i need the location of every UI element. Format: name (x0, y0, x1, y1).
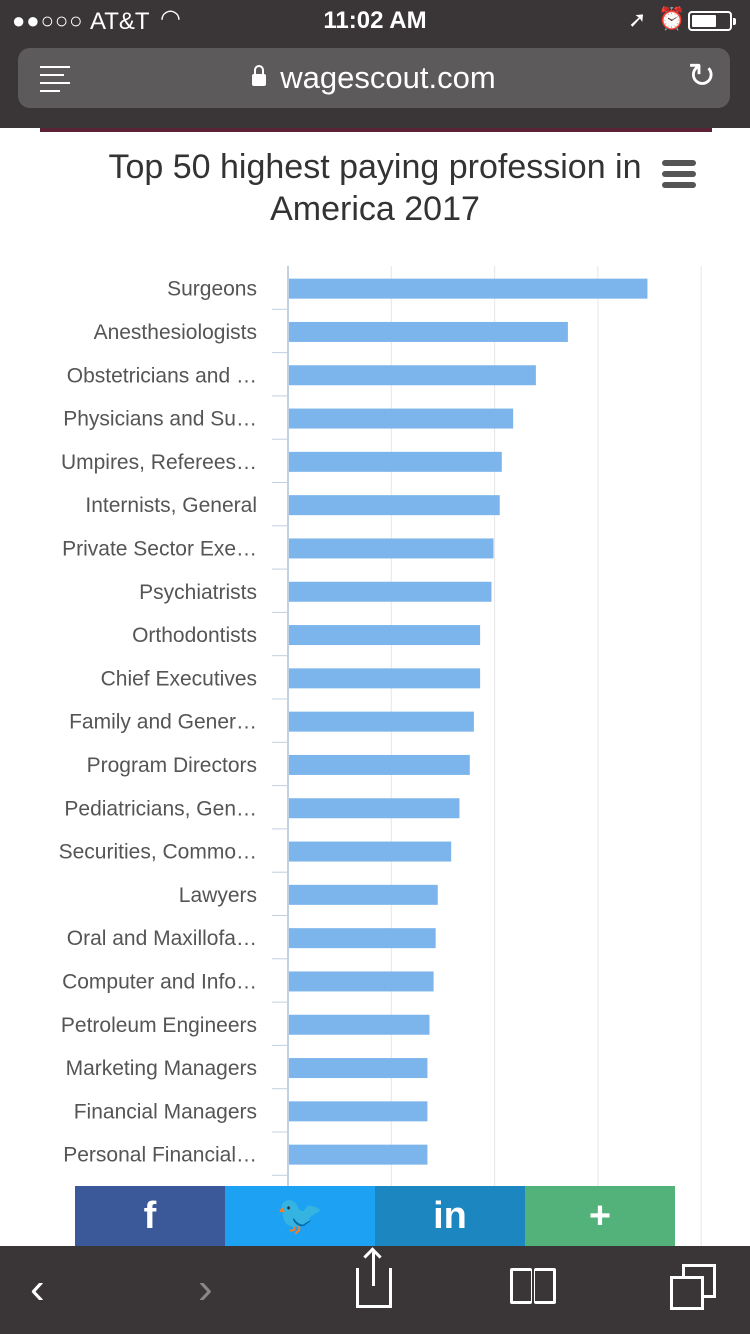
bar[interactable] (289, 884, 438, 905)
category-label: Personal Financial… (63, 1144, 257, 1167)
category-label: Obstetricians and … (67, 364, 257, 387)
more-share-button[interactable]: + (525, 1186, 675, 1246)
site-header-strip (40, 128, 712, 132)
bar[interactable] (289, 841, 452, 862)
address-bar[interactable]: wagescout.com ↻ (18, 48, 730, 108)
lock-icon (252, 65, 267, 86)
category-label: Program Directors (87, 754, 257, 777)
category-label: Pediatricians, Gen… (64, 797, 257, 820)
category-label: Lawyers (179, 884, 257, 907)
url-field[interactable]: wagescout.com (18, 60, 730, 96)
status-bar: ●●○○○ AT&T ◠ 11:02 AM ➚ ⏰ (0, 0, 750, 40)
bar[interactable] (289, 321, 568, 342)
category-label: Anesthesiologists (94, 321, 257, 344)
bar[interactable] (289, 1058, 428, 1079)
status-time: 11:02 AM (323, 7, 427, 34)
bar[interactable] (289, 711, 474, 732)
bar[interactable] (289, 1014, 430, 1035)
bar[interactable] (289, 1144, 428, 1165)
carrier-name: AT&T (90, 8, 150, 35)
signal-strength: ●●○○○ (12, 8, 84, 33)
category-label: Physicians and Su… (63, 408, 257, 431)
category-label: Marketing Managers (66, 1057, 257, 1080)
bar[interactable] (289, 798, 460, 819)
browser-chrome: ●●○○○ AT&T ◠ 11:02 AM ➚ ⏰ wagescout.com … (0, 0, 750, 128)
forward-button[interactable]: › (198, 1264, 213, 1313)
battery-icon (688, 11, 736, 31)
bar[interactable] (289, 451, 502, 472)
share-icon[interactable] (356, 1252, 392, 1308)
category-label: Petroleum Engineers (61, 1014, 257, 1037)
category-label: Chief Executives (101, 667, 257, 690)
bar[interactable] (289, 495, 500, 516)
category-label: Securities, Commo… (59, 841, 257, 864)
url-text: wagescout.com (280, 60, 496, 95)
reload-icon[interactable]: ↻ (687, 57, 717, 95)
bar[interactable] (289, 1101, 428, 1122)
category-label: Financial Managers (74, 1100, 257, 1123)
bar[interactable] (289, 625, 481, 646)
share-bar: f 🐦 in + (75, 1186, 675, 1246)
bar[interactable] (289, 928, 436, 949)
facebook-share-button[interactable]: f (75, 1186, 225, 1246)
bar[interactable] (289, 581, 492, 602)
bar[interactable] (289, 754, 470, 775)
category-label: Computer and Info… (62, 970, 257, 993)
browser-toolbar: ‹ › (0, 1246, 750, 1334)
category-label: Internists, General (85, 494, 257, 517)
alarm-icon: ⏰ (658, 6, 686, 31)
wifi-icon: ◠ (160, 5, 181, 32)
linkedin-share-button[interactable]: in (375, 1186, 525, 1246)
category-label: Orthodontists (132, 624, 257, 647)
bar[interactable] (289, 365, 536, 386)
chart-menu-icon[interactable] (662, 160, 696, 193)
category-label: Private Sector Exe… (62, 537, 257, 560)
reader-menu-icon[interactable] (40, 66, 70, 98)
twitter-share-button[interactable]: 🐦 (225, 1186, 375, 1246)
back-button[interactable]: ‹ (30, 1264, 45, 1313)
bookmarks-icon[interactable] (510, 1268, 560, 1308)
bar[interactable] (289, 971, 434, 992)
bar[interactable] (289, 278, 648, 299)
bar[interactable] (289, 668, 481, 689)
tabs-icon[interactable] (670, 1264, 718, 1310)
category-label: Psychiatrists (139, 581, 257, 604)
chart-title: Top 50 highest paying profession in Amer… (108, 148, 642, 228)
location-icon: ➚ (628, 7, 647, 32)
category-label: Surgeons (167, 278, 257, 301)
bar[interactable] (289, 538, 494, 559)
category-label: Oral and Maxillofa… (67, 927, 257, 950)
category-label: Umpires, Referees… (61, 451, 257, 474)
bar[interactable] (289, 408, 514, 429)
category-label: Family and Gener… (69, 711, 257, 734)
